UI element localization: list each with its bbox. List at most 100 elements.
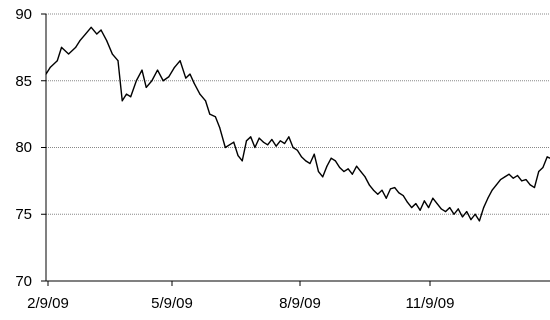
data-point <box>283 142 286 145</box>
data-point <box>141 69 143 71</box>
data-point <box>495 184 497 186</box>
data-point <box>538 170 540 173</box>
data-point <box>483 206 485 209</box>
data-point <box>237 154 239 157</box>
data-point <box>90 26 92 28</box>
data-point <box>135 80 137 82</box>
data-point <box>219 126 221 129</box>
series-line <box>45 26 550 222</box>
data-point <box>224 146 226 149</box>
data-point <box>322 176 324 178</box>
data-point <box>185 77 187 79</box>
y-tick-label: 85 <box>15 73 32 90</box>
data-point <box>453 213 455 215</box>
data-point <box>156 69 159 71</box>
data-point <box>75 46 77 48</box>
data-point <box>381 189 383 191</box>
data-point <box>444 210 447 213</box>
data-point <box>67 53 70 55</box>
gridlines <box>46 13 550 215</box>
data-point <box>487 197 489 199</box>
data-point <box>258 137 260 139</box>
data-point <box>84 33 87 35</box>
data-point <box>546 156 548 158</box>
data-point <box>326 165 328 167</box>
data-point <box>179 60 181 62</box>
data-point <box>233 141 235 143</box>
data-point <box>521 180 523 182</box>
data-point <box>360 170 362 173</box>
data-points <box>45 26 550 222</box>
data-point <box>525 178 527 181</box>
data-point <box>334 160 337 162</box>
data-point <box>193 82 195 85</box>
data-point <box>288 136 290 138</box>
data-point <box>347 168 349 170</box>
data-point <box>254 146 256 149</box>
data-point <box>79 40 81 42</box>
data-point <box>300 156 303 158</box>
data-point <box>173 66 176 68</box>
data-point <box>411 206 413 209</box>
x-tick-label: 2/9/09 <box>27 295 69 312</box>
y-tick-label: 80 <box>15 139 32 156</box>
data-point <box>389 188 392 190</box>
data-point <box>355 165 358 167</box>
data-point <box>49 66 51 68</box>
data-point <box>402 194 404 197</box>
data-point <box>309 162 311 165</box>
data-point <box>204 100 207 102</box>
data-point <box>296 149 298 151</box>
data-point <box>111 53 113 55</box>
data-point <box>214 116 217 118</box>
data-point <box>491 189 493 191</box>
data-point <box>406 201 409 203</box>
data-point <box>339 166 341 169</box>
data-point <box>245 140 248 142</box>
data-point <box>209 113 211 115</box>
data-point <box>262 141 265 143</box>
data-point <box>449 206 451 209</box>
data-point <box>267 144 269 146</box>
data-point <box>385 197 387 199</box>
data-point <box>440 208 442 210</box>
data-point <box>121 100 123 102</box>
data-point <box>512 177 514 179</box>
axes <box>41 13 550 286</box>
data-point <box>317 170 320 173</box>
data-point <box>106 40 108 42</box>
data-point <box>60 46 63 48</box>
data-point <box>394 186 396 189</box>
data-point <box>423 200 425 202</box>
data-point <box>499 178 502 181</box>
data-point <box>377 193 379 195</box>
data-point <box>542 166 544 169</box>
data-point <box>364 176 366 178</box>
data-point <box>529 184 531 186</box>
data-point <box>56 60 58 62</box>
data-point <box>189 73 191 75</box>
data-point <box>474 213 476 215</box>
data-point <box>145 86 147 89</box>
data-point <box>96 33 98 35</box>
data-point <box>117 60 119 62</box>
data-point <box>125 93 128 95</box>
data-point <box>228 144 231 146</box>
data-point <box>432 197 434 199</box>
data-point <box>419 209 421 211</box>
data-point <box>305 160 307 162</box>
data-point <box>415 202 417 205</box>
data-point <box>466 210 468 213</box>
y-tick-label: 75 <box>15 206 32 223</box>
data-point <box>292 146 294 149</box>
data-point <box>368 184 370 186</box>
x-tick-label: 8/9/09 <box>279 295 321 312</box>
data-point <box>275 145 277 147</box>
data-point <box>398 192 400 194</box>
y-tick-label: 90 <box>15 6 32 23</box>
data-point <box>351 173 353 175</box>
x-tick-label: 11/9/09 <box>406 295 455 312</box>
data-point <box>313 153 315 155</box>
data-point <box>168 76 170 78</box>
data-point <box>241 160 243 162</box>
